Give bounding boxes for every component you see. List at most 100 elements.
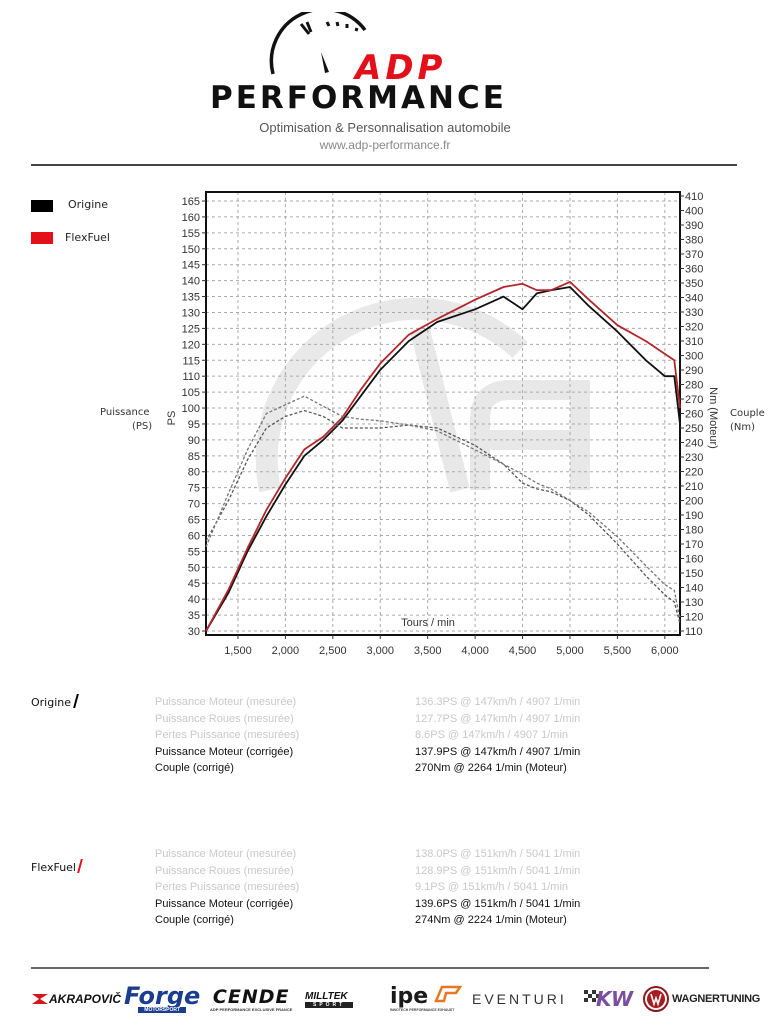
y-tick-label: 90 [188, 435, 200, 447]
ipe-logo-icon [434, 985, 462, 1003]
y2-tick-label: 140 [685, 583, 703, 595]
result-row-value: 138.0PS @ 151km/h / 5041 1/min [415, 848, 581, 860]
left-axis-name: PS [166, 411, 178, 426]
x-tick-label: 2,000 [272, 645, 300, 657]
sponsor-wagner-tuning: WAGNERTUNING [642, 982, 760, 1016]
legend-label-flexfuel: FlexFuel [65, 231, 110, 244]
result-label-flexfuel: FlexFuel [31, 861, 76, 874]
sponsor-cende: CENDE ADP PERFORMANCE EXCLUSIVE FRANCE [210, 985, 293, 1012]
legend-swatch-origine [31, 200, 53, 212]
y2-tick-label: 370 [685, 249, 703, 261]
result-slash-flexfuel [77, 859, 83, 873]
y2-tick-label: 380 [685, 235, 703, 247]
tagline: Optimisation & Personnalisation automobi… [259, 120, 511, 135]
grid [206, 192, 680, 635]
checkered-flag-icon [584, 990, 600, 1002]
y-tick-label: 130 [182, 307, 200, 319]
result-row-name: Pertes Puissance (mesurées) [155, 729, 300, 741]
y2-tick-label: 300 [685, 351, 703, 363]
y2-tick-label: 190 [685, 510, 703, 522]
y2-tick-label: 310 [685, 336, 703, 348]
left-axis: 30 35 40 45 50 55 60 65 70 75 80 85 90 95 100 105 110 115… [166, 196, 206, 638]
y2-tick-label: 360 [685, 264, 703, 276]
result-row-value: 8.6PS @ 147km/h / 4907 1/min [415, 729, 569, 741]
series-origine-couple-nm- [205, 409, 681, 624]
y-tick-label: 105 [182, 387, 200, 399]
x-tick-label: 4,000 [461, 645, 489, 657]
result-slash-origine [73, 694, 79, 708]
right-axis-name: Nm (Moteur) [707, 387, 719, 449]
y-tick-label: 135 [182, 292, 200, 304]
y-tick-label: 70 [188, 499, 200, 511]
result-row-name: Puissance Moteur (corrigée) [155, 897, 294, 910]
y2-tick-label: 250 [685, 423, 703, 435]
result-row-value: 128.9PS @ 151km/h / 5041 1/min [415, 864, 581, 877]
y2-tick-label: 330 [685, 307, 703, 319]
result-row-name: Puissance Roues (mesurée) [155, 712, 294, 725]
sponsor-akrapovic: AKRAPOVIČ [31, 982, 121, 1016]
legend-swatch-flexfuel [31, 232, 53, 244]
right-axis: 110 120 130 140 150 160 170 180 190 200 210 220 230 2… [680, 191, 719, 638]
y2-tick-label: 240 [685, 438, 703, 450]
y2-tick-label: 170 [685, 539, 703, 551]
x-tick-label: 1,500 [224, 645, 252, 657]
y2-tick-label: 220 [685, 467, 703, 479]
y-tick-label: 40 [188, 594, 200, 606]
brand-logo: ADP PERFORMANCE Optimisation & Personnal… [205, 10, 565, 160]
y2-tick-label: 350 [685, 278, 703, 290]
y2-tick-label: 260 [685, 409, 703, 421]
y-tick-label: 125 [182, 323, 200, 335]
y-tick-label: 30 [188, 626, 200, 638]
x-tick-label: 5,000 [556, 645, 584, 657]
result-row-name: Couple (corrigé) [155, 762, 234, 774]
y-tick-label: 155 [182, 228, 200, 240]
y2-tick-label: 340 [685, 293, 703, 305]
y2-tick-label: 160 [685, 554, 703, 566]
y2-tick-label: 410 [685, 191, 703, 203]
x-axis: 1,500 2,000 2,500 3,000 3,500 4,000 4,500 5,000… [224, 617, 678, 657]
y-tick-label: 95 [188, 419, 200, 431]
website-link[interactable]: www.adp-performance.fr [319, 138, 451, 152]
result-label-origine: Origine [31, 696, 72, 709]
dyno-chart: 30 35 40 45 50 55 60 65 70 75 80 85 90 95 100 105 110 115… [166, 191, 719, 657]
y-tick-label: 115 [182, 355, 200, 367]
result-row-name: Puissance Roues (mesurée) [155, 864, 294, 877]
result-row-value: 274Nm @ 2224 1/min (Moteur) [415, 914, 567, 926]
series-origine-puissance-ps- [205, 286, 681, 632]
result-row-value: 137.9PS @ 147km/h / 4907 1/min [415, 745, 581, 758]
y2-tick-label: 110 [685, 626, 703, 638]
wagner-logo-icon [643, 986, 669, 1012]
y2-tick-label: 270 [685, 394, 703, 406]
akrapovic-logo-icon [32, 994, 48, 1004]
y2-tick-label: 200 [685, 496, 703, 508]
y2-tick-label: 390 [685, 220, 703, 232]
y2-tick-label: 210 [685, 481, 703, 493]
right-axis-title: Couple [730, 408, 765, 419]
sponsor-ipe: ipe INNOTECH PERFORMANCE EXHAUST [390, 984, 455, 1013]
y2-tick-label: 150 [685, 568, 703, 580]
y2-tick-label: 400 [685, 206, 703, 218]
x-tick-label: 2,500 [319, 645, 347, 657]
y-tick-label: 160 [182, 212, 200, 224]
left-axis-title: Puissance [100, 407, 150, 418]
result-row-value: 9.1PS @ 151km/h / 5041 1/min [415, 881, 569, 893]
left-axis-unit: (PS) [132, 421, 153, 432]
y-tick-label: 145 [182, 260, 200, 272]
x-tick-label: 3,000 [366, 645, 394, 657]
result-row-value: 139.6PS @ 151km/h / 5041 1/min [415, 897, 581, 910]
sponsor-forge: Forge MOTORSPORT [124, 982, 201, 1013]
header-divider [31, 164, 737, 166]
result-row-name: Couple (corrigé) [155, 914, 234, 926]
x-tick-label: 5,500 [604, 645, 632, 657]
y-tick-label: 60 [188, 530, 200, 542]
y2-tick-label: 280 [685, 380, 703, 392]
footer-divider [31, 967, 709, 969]
result-row-value: 127.7PS @ 147km/h / 4907 1/min [415, 712, 581, 725]
y-tick-label: 45 [188, 578, 200, 590]
y2-tick-label: 230 [685, 452, 703, 464]
y-tick-label: 75 [188, 483, 200, 495]
y-tick-label: 65 [188, 515, 200, 527]
y-tick-label: 110 [182, 371, 200, 383]
y2-tick-label: 130 [685, 597, 703, 609]
speedometer-icon [269, 12, 367, 75]
